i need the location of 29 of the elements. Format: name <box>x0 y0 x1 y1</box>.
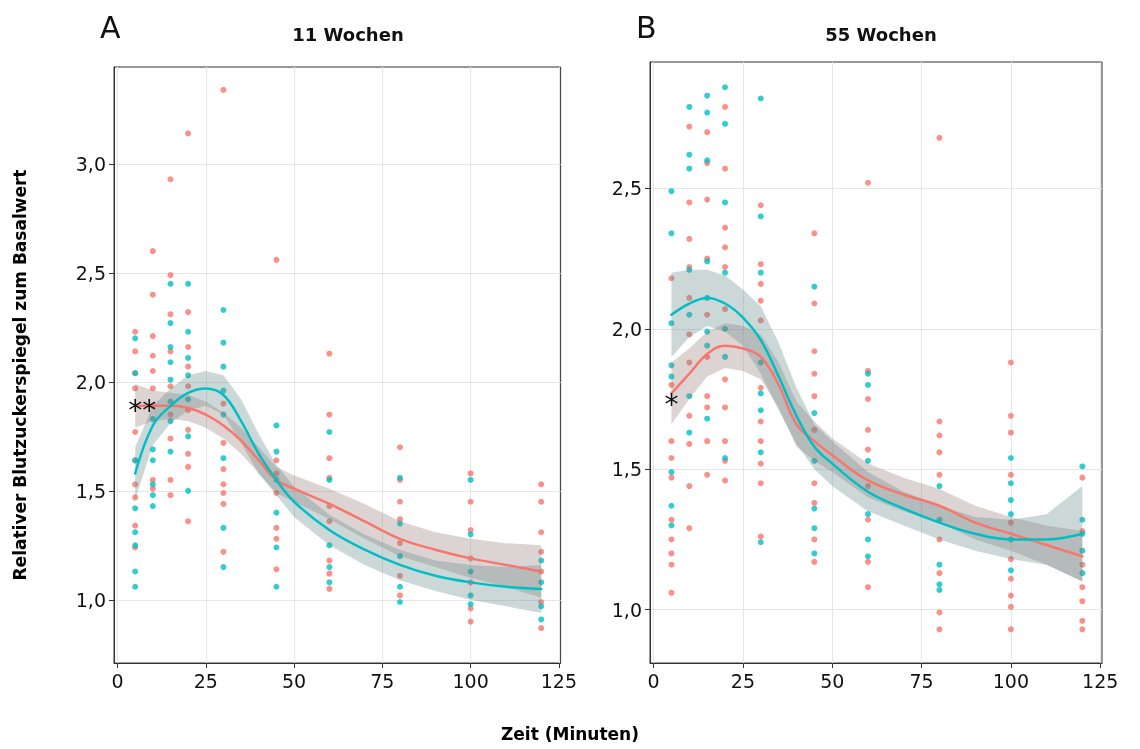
x-tick-label: 25 <box>730 669 755 692</box>
annotation: ** <box>128 393 157 427</box>
y-tick-label: 1,5 <box>611 458 642 481</box>
y-tick-label: 2,0 <box>611 317 642 340</box>
x-tick-label: 125 <box>540 669 577 692</box>
y-tick-label: 2,0 <box>75 370 106 393</box>
y-tick-label: 1,5 <box>75 479 106 502</box>
text: B <box>636 9 657 45</box>
x-axis-title: Zeit (Minuten) <box>501 724 639 744</box>
x-tick-label: 75 <box>370 669 395 692</box>
y-axis-title: Relativer Blutzuckerspiegel zum Basalwert <box>10 169 30 581</box>
x-tick-label: 125 <box>1082 669 1119 692</box>
x-tick-label: 25 <box>193 669 218 692</box>
x-tick-label: 50 <box>281 669 307 692</box>
x-tick-label: 50 <box>820 669 845 692</box>
x-tick-label: 75 <box>909 669 934 692</box>
y-tick-label: 2,5 <box>75 261 106 284</box>
x-tick-label: 0 <box>111 669 124 692</box>
x-tick-label: 0 <box>647 669 660 692</box>
y-tick-label: 2,5 <box>611 177 642 200</box>
chart-title: 55 Wochen <box>825 23 937 45</box>
chart-title: 11 Wochen <box>292 23 404 45</box>
text: A <box>100 9 121 45</box>
y-tick-label: 1,0 <box>75 588 106 611</box>
x-tick-label: 100 <box>992 669 1030 692</box>
annotation: * <box>664 388 679 422</box>
y-tick-label: 1,0 <box>611 598 642 621</box>
x-tick-label: 100 <box>452 669 489 692</box>
y-tick-label: 3,0 <box>75 152 106 175</box>
